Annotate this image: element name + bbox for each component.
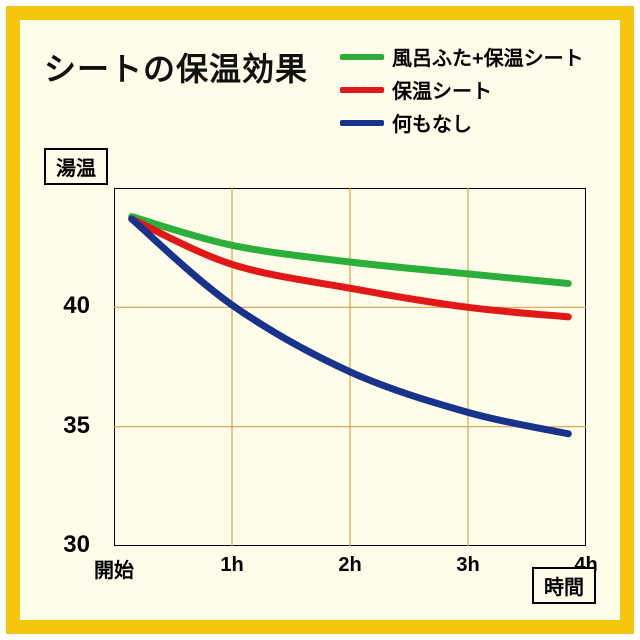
legend-item: 保温シート (340, 75, 584, 104)
x-tick-label: 1h (220, 554, 243, 577)
y-axis-label: 湯温 (44, 148, 108, 185)
legend-label: 風呂ふた+保温シート (392, 42, 584, 71)
legend-swatch (340, 87, 384, 93)
legend-item: 風呂ふた+保温シート (340, 42, 584, 71)
legend-item: 何もなし (340, 108, 584, 137)
legend-swatch (340, 120, 384, 126)
outer-frame: シートの保温効果 風呂ふた+保温シート保温シート何もなし 湯温 30 35 40 開… (0, 0, 640, 640)
line-chart (114, 188, 586, 546)
legend-label: 保温シート (392, 75, 492, 104)
x-tick-label: 2h (338, 554, 361, 577)
x-tick-label: 開始 (94, 554, 134, 583)
legend-label: 何もなし (392, 108, 472, 137)
legend: 風呂ふた+保温シート保温シート何もなし (340, 42, 584, 141)
legend-swatch (340, 54, 384, 60)
x-axis-label: 時間 (532, 567, 596, 604)
chart-title: シートの保温効果 (44, 44, 308, 90)
y-tick-label: 30 (40, 531, 90, 559)
y-tick-label: 40 (40, 292, 90, 320)
x-tick-label: 3h (456, 554, 479, 577)
canvas: シートの保温効果 風呂ふた+保温シート保温シート何もなし 湯温 30 35 40 開… (20, 20, 620, 620)
y-tick-label: 35 (40, 412, 90, 440)
